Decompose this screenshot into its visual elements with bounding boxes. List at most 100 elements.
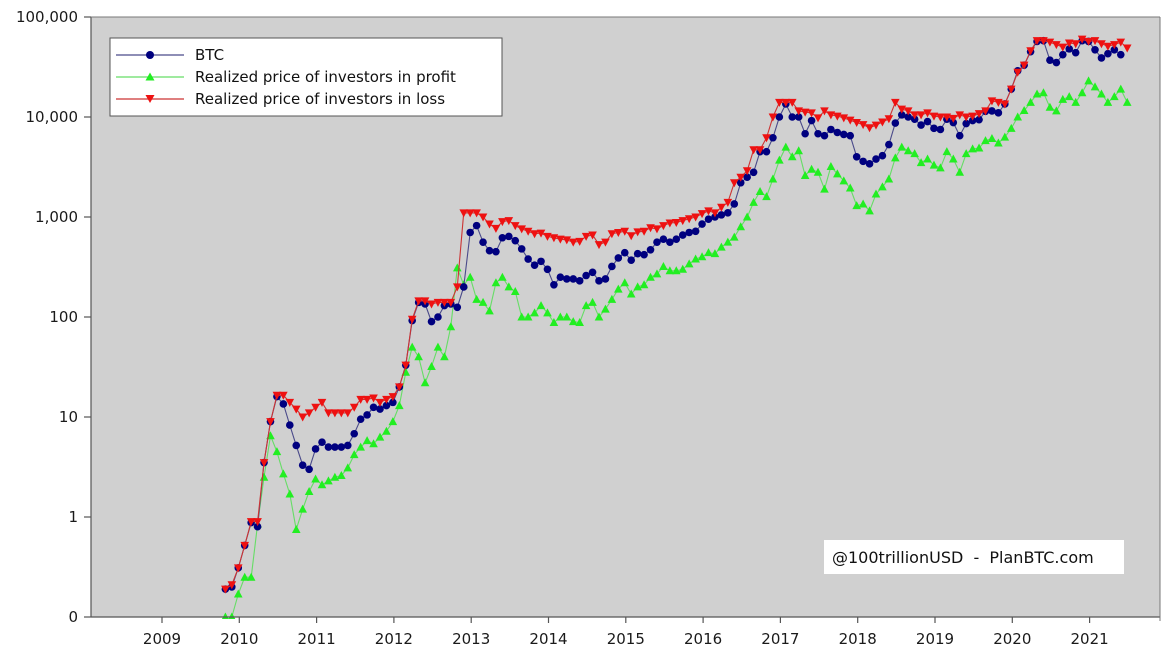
data-point	[1116, 38, 1126, 47]
data-point	[543, 308, 552, 317]
data-point	[936, 113, 945, 122]
data-point	[955, 111, 965, 120]
data-point	[666, 238, 674, 246]
data-point	[1032, 89, 1042, 98]
data-point	[305, 465, 313, 474]
data-point	[478, 213, 488, 222]
data-point	[459, 209, 469, 218]
data-point	[626, 289, 636, 298]
data-point	[376, 405, 384, 413]
data-point	[1090, 37, 1100, 46]
data-point	[988, 107, 996, 115]
data-point	[388, 393, 398, 402]
data-point	[987, 97, 997, 106]
data-point	[845, 183, 855, 192]
data-point	[820, 184, 829, 193]
data-point	[498, 233, 507, 242]
data-point	[420, 297, 430, 306]
data-point	[311, 445, 320, 453]
series-layer	[221, 35, 1132, 619]
data-point	[588, 231, 597, 240]
data-point	[845, 116, 855, 125]
data-point	[936, 163, 945, 172]
data-point	[762, 134, 771, 143]
data-point	[736, 178, 745, 187]
data-point	[536, 301, 546, 310]
data-point	[389, 398, 397, 407]
data-point	[749, 197, 758, 206]
data-point	[1058, 94, 1068, 103]
data-point	[974, 110, 984, 119]
data-point	[291, 524, 301, 533]
data-point	[395, 401, 404, 410]
data-point	[833, 112, 842, 121]
data-point	[318, 438, 326, 446]
data-point	[994, 109, 1003, 117]
data-point	[491, 224, 501, 233]
data-point	[653, 238, 661, 246]
legend-entry-loss: Realized price of investors in loss	[116, 90, 445, 108]
data-point	[800, 108, 810, 117]
data-point	[981, 107, 990, 116]
data-point	[233, 564, 243, 573]
data-point	[627, 256, 636, 264]
data-point	[1045, 102, 1055, 111]
data-point	[588, 297, 597, 306]
data-point	[903, 107, 913, 116]
data-point	[1071, 48, 1080, 57]
data-point	[729, 232, 739, 241]
data-point	[858, 121, 868, 130]
data-point	[736, 173, 746, 182]
data-point	[356, 442, 365, 451]
data-point	[369, 403, 378, 412]
y-tick-label: 1	[68, 508, 78, 526]
data-point	[639, 227, 649, 236]
data-point	[498, 218, 507, 227]
data-point	[981, 136, 990, 145]
data-point	[724, 209, 732, 217]
data-point	[427, 361, 436, 370]
data-point	[324, 409, 333, 418]
data-point	[568, 238, 578, 247]
data-point	[891, 119, 900, 127]
data-point	[723, 237, 733, 246]
data-point	[472, 221, 481, 230]
data-point	[279, 469, 288, 478]
data-point	[968, 112, 977, 121]
data-point	[382, 401, 391, 410]
data-point	[537, 257, 545, 266]
data-point	[434, 313, 442, 321]
data-point	[807, 164, 816, 173]
data-point	[672, 219, 681, 228]
data-point	[498, 272, 507, 281]
data-point	[562, 312, 572, 321]
data-point	[472, 294, 481, 303]
data-point	[813, 167, 823, 176]
data-point	[787, 152, 797, 161]
data-point	[678, 231, 687, 239]
data-point	[221, 585, 230, 594]
data-point	[1110, 92, 1119, 101]
data-point	[530, 230, 539, 239]
data-point	[614, 284, 623, 293]
data-point	[839, 176, 849, 185]
data-point	[871, 189, 881, 198]
data-point	[729, 179, 739, 188]
data-point	[975, 115, 983, 124]
data-point	[246, 518, 256, 527]
data-point	[678, 264, 688, 273]
data-point	[363, 411, 371, 419]
data-point	[762, 147, 771, 156]
data-point	[446, 322, 456, 331]
data-point	[253, 518, 262, 527]
data-point	[331, 443, 339, 451]
data-point	[787, 98, 797, 107]
data-point	[292, 441, 301, 450]
data-point	[356, 395, 365, 404]
data-point	[575, 237, 584, 246]
data-point	[691, 254, 700, 263]
x-tick-label: 2021	[1071, 630, 1109, 648]
data-point	[375, 432, 385, 441]
data-point	[730, 200, 739, 208]
credit-text: @100trillionUSD - PlanBTC.com	[832, 548, 1094, 567]
